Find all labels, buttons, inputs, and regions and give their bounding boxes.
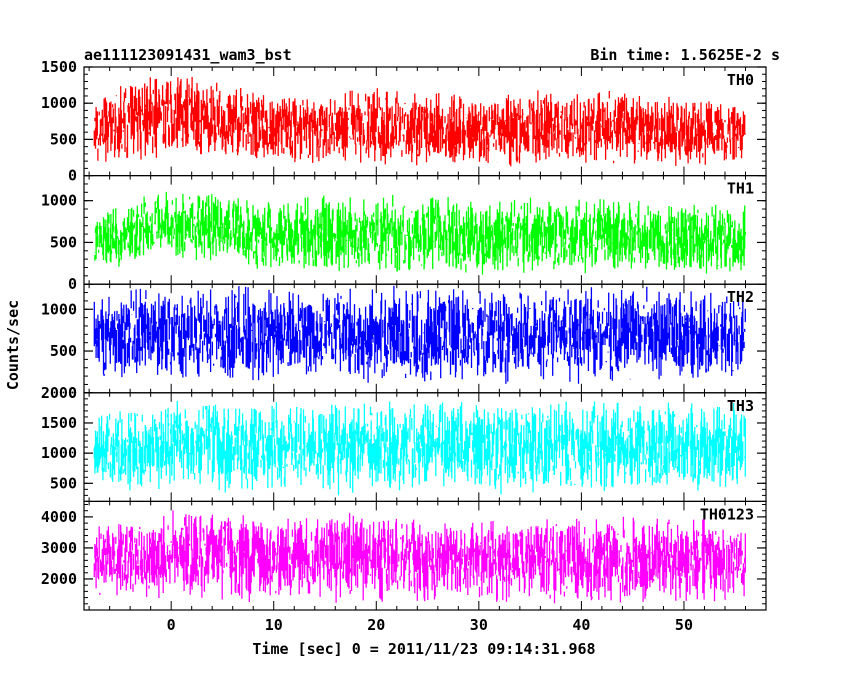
light-curve-th0123 [93, 510, 746, 604]
light-curve-th3 [93, 400, 746, 496]
panel-label: TH0123 [700, 505, 754, 523]
panel-th1: 0 500 1000 TH1 [41, 175, 767, 293]
y-tick-label: 0 [68, 384, 77, 402]
panel-frame [83, 500, 767, 611]
panels: 050010001500TH005001000TH105001000TH2500… [41, 58, 767, 634]
panel-th0: 0 500 1000 1500 TH0 [41, 58, 767, 185]
y-tick-label: 4000 [41, 508, 77, 526]
x-tick-label: 0 [167, 616, 176, 634]
y-tick-label: 1500 [41, 58, 77, 76]
panel-label: TH3 [727, 397, 754, 415]
panel-label: TH2 [727, 288, 754, 306]
y-tick-label: 1500 [41, 414, 77, 432]
y-tick-label: 500 [50, 130, 77, 148]
y-tick-label: 3000 [41, 539, 77, 557]
bin-time-label: Bin time: 1.5625E-2 s [590, 46, 780, 64]
y-tick-label: 0 [68, 167, 77, 185]
panel-th0123: 2000 3000 4000 TH0123 [41, 500, 767, 611]
panel-label: TH0 [727, 71, 754, 89]
y-tick-label: 500 [50, 233, 77, 251]
panel-label: TH1 [727, 180, 754, 198]
y-tick-label: 500 [50, 474, 77, 492]
chart-title: ae111123091431_wam3_bst [84, 46, 292, 64]
x-tick-label: 30 [470, 616, 488, 634]
x-tick-label: 20 [367, 616, 385, 634]
y-tick-label: 1000 [41, 300, 77, 318]
light-curve-th1 [93, 191, 746, 275]
y-tick-label: 500 [50, 342, 77, 360]
x-tick-label: 10 [265, 616, 283, 634]
light-curve-th2 [93, 285, 746, 384]
panel-th2: 0 500 1000 TH2 [41, 283, 767, 402]
y-tick-label: 1000 [41, 444, 77, 462]
x-tick-label: 40 [572, 616, 590, 634]
y-tick-label: 1000 [41, 192, 77, 210]
y-axis-label: Counts/sec [4, 300, 22, 390]
x-tick-label: 50 [675, 616, 693, 634]
y-tick-label: 2000 [41, 570, 77, 588]
y-tick-label: 0 [68, 275, 77, 293]
y-tick-label: 2000 [41, 384, 77, 402]
light-curve-th0 [93, 77, 746, 167]
panel-th3: 500 1000 1500 2000 TH3 [41, 384, 767, 502]
x-axis-label: Time [sec] 0 = 2011/11/23 09:14:31.968 [252, 640, 595, 658]
y-tick-label: 1000 [41, 94, 77, 112]
